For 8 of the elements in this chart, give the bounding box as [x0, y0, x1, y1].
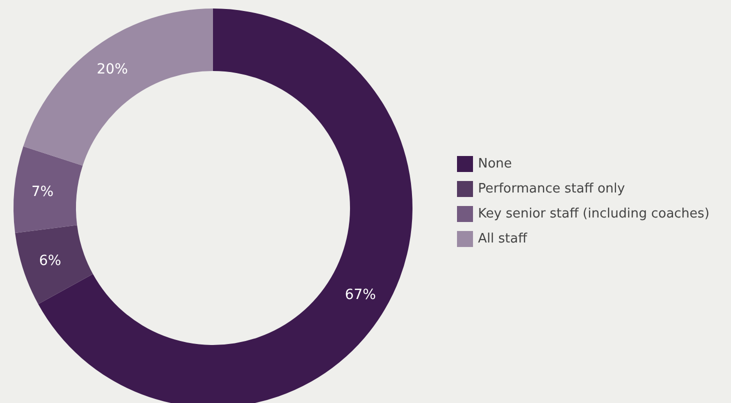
legend-label: All staff: [478, 232, 528, 246]
data-label: 20%: [96, 61, 128, 78]
data-label: 67%: [344, 287, 376, 304]
data-label: 6%: [39, 252, 62, 269]
data-label: 7%: [31, 184, 54, 200]
legend-label: Performance staff only: [478, 182, 626, 196]
legend-label: None: [478, 156, 512, 172]
legend-label: Key senior staff (including coaches): [478, 206, 710, 222]
